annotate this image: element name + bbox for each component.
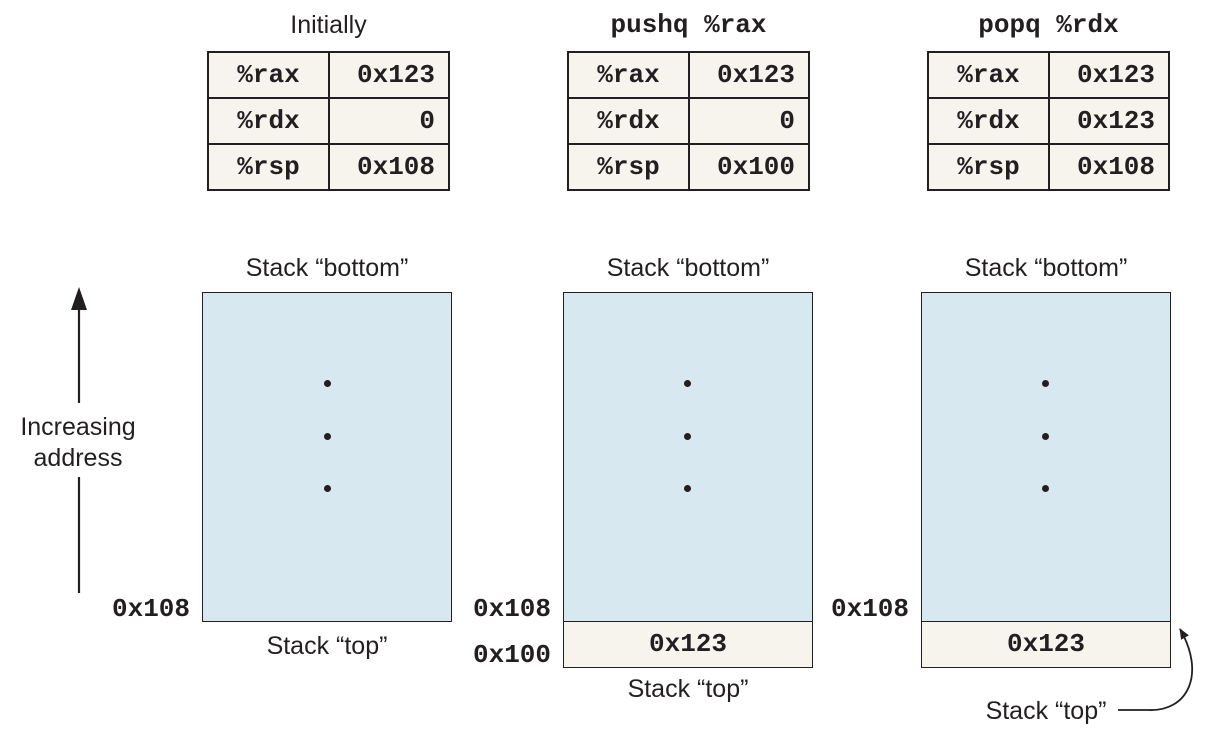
register-name: %rax	[929, 53, 1050, 97]
register-value: 0x123	[1076, 106, 1155, 136]
register-name: %rax	[569, 53, 690, 97]
register-value: 0	[779, 106, 795, 136]
register-row: %rdx 0	[569, 97, 808, 143]
register-table-popq: %rax 0x123 %rdx 0x123 %rsp 0x108	[927, 51, 1170, 191]
register-name: %rdx	[929, 99, 1050, 143]
register-value: 0x123	[356, 60, 435, 90]
address-label-0x108: 0x108	[830, 594, 909, 624]
stack-region-popq	[921, 292, 1171, 622]
stack-top-label: Stack “top”	[266, 632, 388, 660]
register-value: 0x108	[356, 152, 435, 182]
register-name: %rdx	[569, 99, 690, 143]
stack-cell-stale-value: 0x123	[921, 620, 1171, 668]
register-row: %rsp 0x100	[569, 143, 808, 189]
register-row: %rsp 0x108	[209, 143, 448, 189]
register-value: 0x108	[1076, 152, 1155, 182]
stack-region-initially	[202, 292, 452, 622]
increasing-address-line1: Increasing	[20, 413, 136, 441]
stack-cell-pushed-value: 0x123	[563, 620, 813, 668]
register-name: %rsp	[209, 145, 330, 189]
register-name: %rsp	[929, 145, 1050, 189]
register-value: 0x123	[716, 60, 795, 90]
stack-bottom-label: Stack “bottom”	[245, 254, 409, 282]
ellipsis-dot	[324, 433, 331, 440]
stack-bottom-label: Stack “bottom”	[606, 254, 770, 282]
register-value: 0	[419, 106, 435, 136]
ellipsis-dot	[324, 380, 331, 387]
register-value: 0x100	[716, 152, 795, 182]
ellipsis-dot	[1042, 485, 1049, 492]
address-label-0x100: 0x100	[472, 640, 551, 670]
register-name: %rdx	[209, 99, 330, 143]
address-label-0x108: 0x108	[472, 594, 551, 624]
register-row: %rsp 0x108	[929, 143, 1168, 189]
register-value: 0x123	[1076, 60, 1155, 90]
register-row: %rdx 0x123	[929, 97, 1168, 143]
register-row: %rdx 0	[209, 97, 448, 143]
address-label-0x108: 0x108	[111, 594, 190, 624]
register-row: %rax 0x123	[929, 53, 1168, 97]
stack-bottom-label: Stack “bottom”	[964, 254, 1128, 282]
ellipsis-dot	[1042, 433, 1049, 440]
increasing-address-arrow	[71, 287, 87, 593]
ellipsis-dot	[684, 433, 691, 440]
register-table-pushq: %rax 0x123 %rdx 0 %rsp 0x100	[567, 51, 810, 191]
ellipsis-dot	[684, 485, 691, 492]
ellipsis-dot	[324, 485, 331, 492]
ellipsis-dot	[1042, 380, 1049, 387]
state-title-pushq: pushq %rax	[610, 10, 767, 40]
state-title-initially: Initially	[290, 11, 367, 39]
register-row: %rax 0x123	[209, 53, 448, 97]
register-row: %rax 0x123	[569, 53, 808, 97]
stack-top-label: Stack “top”	[985, 697, 1107, 725]
stack-top-label: Stack “top”	[627, 675, 749, 703]
register-name: %rsp	[569, 145, 690, 189]
state-title-popq: popq %rdx	[978, 10, 1119, 40]
ellipsis-dot	[684, 380, 691, 387]
arrow-up-icon	[71, 287, 87, 310]
register-table-initially: %rax 0x123 %rdx 0 %rsp 0x108	[207, 51, 450, 191]
increasing-address-line2: address	[33, 444, 123, 472]
stack-top-pointer-arrow	[1118, 628, 1194, 711]
register-name: %rax	[209, 53, 330, 97]
increasing-address-label: Increasing address	[5, 412, 151, 474]
stack-region-pushq	[563, 292, 813, 622]
